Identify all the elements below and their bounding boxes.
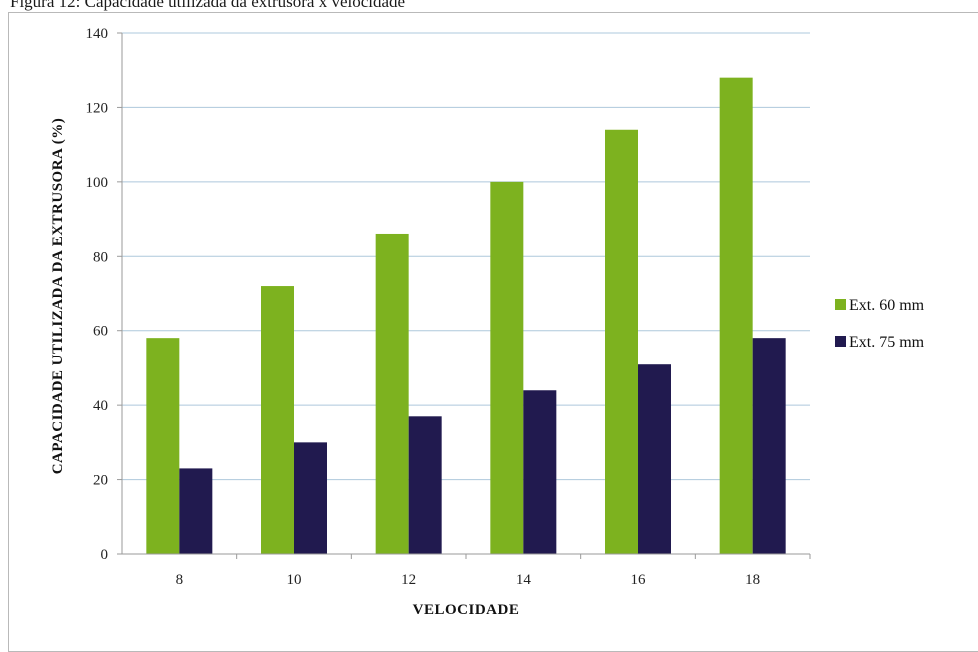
y-tick-label: 0 <box>101 547 109 563</box>
y-tick-label: 60 <box>93 324 108 340</box>
legend-label: Ext. 75 mm <box>849 334 925 351</box>
legend-swatch <box>835 299 846 310</box>
bar-ext-75mm <box>523 390 557 554</box>
x-tick-labels: 8 10 12 14 16 18 <box>176 554 811 588</box>
bar-ext-60mm <box>375 233 409 554</box>
bars <box>146 77 786 555</box>
legend-label: Ext. 60 mm <box>849 297 925 314</box>
y-tick-label: 20 <box>93 473 108 489</box>
figure-caption: Figura 12: Capacidade utilizada da extru… <box>10 0 406 11</box>
legend: Ext. 60 mm Ext. 75 mm <box>835 297 925 351</box>
x-tick-label: 8 <box>176 572 184 588</box>
x-tick-label: 16 <box>631 572 647 588</box>
x-axis-title: VELOCIDADE <box>413 602 520 618</box>
x-tick-label: 18 <box>745 572 760 588</box>
bar-ext-75mm <box>408 416 442 554</box>
bar-ext-60mm <box>261 286 294 554</box>
y-tick-labels: 0 20 40 60 80 100 120 140 <box>86 26 122 563</box>
bar-ext-60mm <box>719 77 753 555</box>
y-tick-label: 100 <box>86 175 109 191</box>
x-tick-label: 10 <box>287 572 302 588</box>
x-tick-label: 12 <box>401 572 416 588</box>
bar-ext-75mm <box>294 442 327 554</box>
y-axis-title: CAPACIDADE UTILIZADA DA EXTRUSORA (%) <box>50 118 66 475</box>
y-tick-label: 80 <box>93 249 108 265</box>
y-tick-label: 140 <box>86 26 109 42</box>
gridlines <box>122 32 810 481</box>
bar-ext-75mm <box>752 338 786 554</box>
bar-ext-75mm <box>179 468 213 554</box>
x-tick-label: 14 <box>516 572 532 588</box>
y-tick-label: 120 <box>86 100 109 116</box>
axes <box>121 33 810 555</box>
bar-ext-75mm <box>638 364 671 554</box>
bar-ext-60mm <box>605 129 638 554</box>
bar-ext-60mm <box>146 338 180 554</box>
y-tick-label: 40 <box>93 398 108 414</box>
bar-ext-60mm <box>490 181 524 554</box>
legend-swatch <box>835 336 846 347</box>
